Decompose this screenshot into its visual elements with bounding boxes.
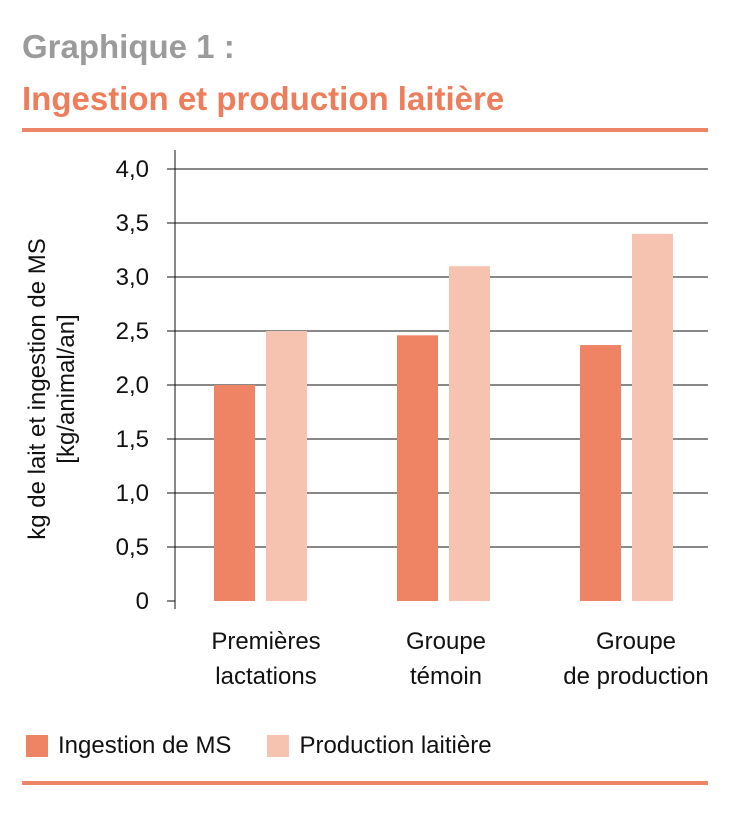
y-tick-label: 0: [136, 588, 149, 615]
legend-item-production: Production laitière: [267, 732, 492, 760]
y-tick-label: 1,5: [116, 426, 149, 453]
y-tick-label: 1,0: [116, 480, 149, 507]
bar-production: [449, 266, 490, 601]
top-divider: [22, 128, 708, 132]
legend-swatch-production: [267, 735, 290, 757]
y-tick-label: 4,0: [116, 156, 149, 183]
legend-label-production: Production laitière: [299, 732, 492, 759]
x-category-label: Groupe: [596, 628, 676, 655]
bar-ingestion: [580, 345, 621, 601]
x-category-label: témoin: [410, 663, 482, 690]
bar-ingestion: [214, 385, 255, 601]
legend-item-ingestion: Ingestion de MS: [26, 732, 231, 760]
legend: Ingestion de MS Production laitière: [26, 732, 528, 760]
x-category-label: Groupe: [406, 628, 486, 655]
chart-title-line-2: Ingestion et production laitière: [22, 80, 505, 117]
y-tick-label: 3,0: [116, 264, 149, 291]
bottom-divider: [22, 781, 708, 785]
bar-production: [632, 233, 673, 602]
x-category-label: Premières: [211, 628, 320, 655]
x-category-label: de production: [563, 663, 708, 690]
x-category-label: lactations: [215, 663, 316, 690]
y-tick-label: 0,5: [116, 534, 149, 561]
y-tick-label: 2,0: [116, 372, 149, 399]
chart-title-line-1: Graphique 1 :: [22, 28, 235, 65]
legend-swatch-ingestion: [26, 735, 48, 757]
legend-label-ingestion: Ingestion de MS: [58, 732, 232, 759]
bar-production: [266, 331, 307, 601]
bar-ingestion: [397, 335, 438, 601]
y-tick-label: 2,5: [116, 318, 149, 345]
y-axis-title-line-1: kg de lait et ingestion de MS: [24, 238, 51, 540]
y-tick-label: 3,5: [116, 210, 149, 237]
y-axis-title-line-2: [kg/animal/an]: [53, 314, 80, 463]
